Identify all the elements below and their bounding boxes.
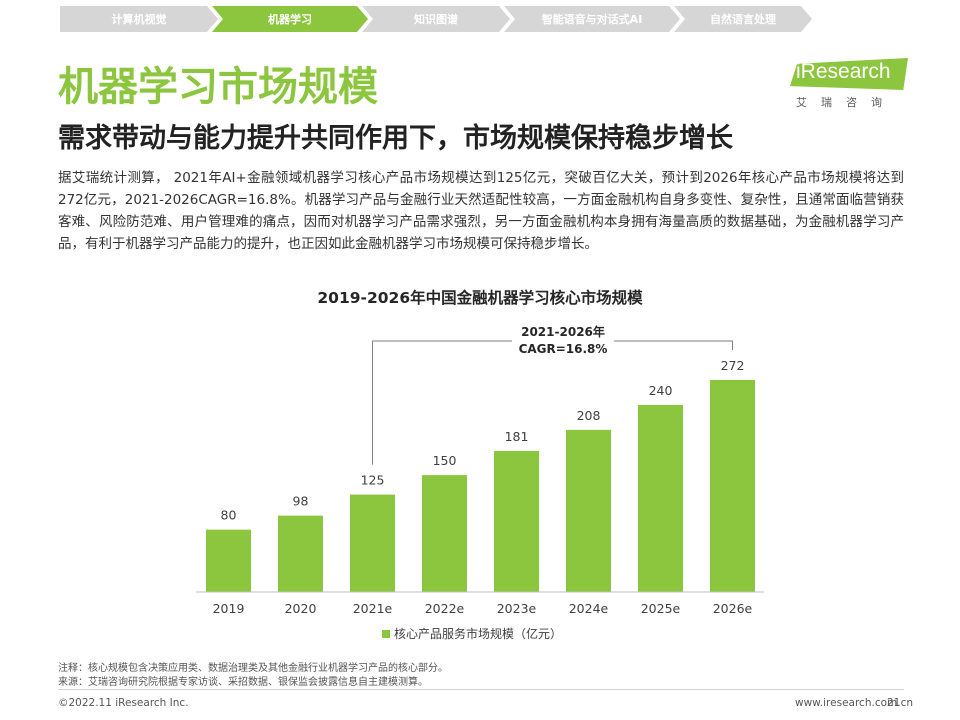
- nav-tab-machine-learning[interactable]: 机器学习: [212, 6, 368, 32]
- x-tick-label: 2025e: [641, 601, 681, 616]
- nav-tab-label: 知识图谱: [414, 13, 458, 26]
- x-tick-label: 2020: [285, 601, 317, 616]
- bar: [710, 380, 755, 592]
- iresearch-logo: iResearch 艾瑞咨询: [790, 52, 914, 110]
- nav-tab-knowledge-graph[interactable]: 知识图谱: [362, 6, 510, 32]
- chart-title: 2019-2026年中国金融机器学习核心市场规模: [317, 289, 643, 307]
- bar: [566, 429, 611, 592]
- bar: [638, 404, 683, 592]
- nav-tab-label: 计算机视觉: [111, 13, 167, 26]
- bar: [494, 450, 539, 592]
- data-label: 272: [721, 358, 745, 373]
- footer-divider: [58, 689, 904, 690]
- x-tick-label: 2021e: [353, 601, 393, 616]
- cagr-bracket: [372, 340, 733, 465]
- x-tick-label: 2023e: [497, 601, 537, 616]
- bar: [278, 515, 323, 592]
- footnote-source: 来源：艾瑞咨询研究院根据专家访谈、采招数据、银保监会披露信息自主建模测算。: [58, 677, 428, 688]
- data-label: 125: [361, 473, 385, 488]
- nav-tab-label: 自然语言处理: [710, 13, 776, 26]
- x-tick-label: 2026e: [713, 601, 753, 616]
- bar: [422, 475, 467, 592]
- nav-tab-nlp[interactable]: 自然语言处理: [674, 6, 812, 32]
- page-subtitle: 需求带动与能力提升共同作用下，市场规模保持稳步增长: [58, 123, 733, 154]
- bar: [206, 529, 251, 592]
- footnote-note: 注释：核心规模包含决策应用类、数据治理类及其他金融行业机器学习产品的核心部分。: [58, 663, 448, 674]
- logo-background: [790, 58, 908, 90]
- nav-tab-label: 机器学习: [268, 13, 312, 26]
- data-label: 208: [577, 408, 601, 423]
- nav-tab-label: 智能语音与对话式AI: [541, 13, 643, 26]
- x-tick-label: 2024e: [569, 601, 609, 616]
- data-label: 240: [649, 383, 673, 398]
- data-label: 150: [433, 453, 457, 468]
- data-label: 181: [505, 429, 529, 444]
- footer-website[interactable]: www.iresearch.com.cn: [795, 697, 914, 709]
- x-tick-label: 2022e: [425, 601, 465, 616]
- nav-tab-voice-ai[interactable]: 智能语音与对话式AI: [504, 6, 680, 32]
- footer-copyright: ©2022.11 iResearch Inc.: [58, 697, 189, 709]
- nav-tab-computer-vision[interactable]: 计算机视觉: [60, 6, 218, 32]
- data-label: 80: [221, 508, 237, 523]
- x-tick-label: 2019: [213, 601, 245, 616]
- logo-brand: iResearch: [796, 60, 891, 83]
- legend-swatch: [382, 630, 390, 638]
- top-nav: 计算机视觉 机器学习 知识图谱 智能语音与对话式AI 自然语言处理: [60, 6, 812, 32]
- description-paragraph: 据艾瑞统计测算， 2021年AI+金融领域机器学习核心产品市场规模达到125亿元…: [58, 170, 904, 252]
- cagr-annotation-value: CAGR=16.8%: [519, 342, 608, 356]
- legend-label: 核心产品服务市场规模（亿元）: [394, 626, 562, 641]
- logo-chinese-name: 艾瑞咨询: [796, 96, 896, 109]
- data-label: 98: [293, 494, 309, 509]
- page-title: 机器学习市场规模: [58, 64, 378, 110]
- page-number: 21: [887, 697, 901, 709]
- cagr-annotation-period: 2021-2026年: [521, 324, 605, 339]
- bar: [350, 494, 395, 592]
